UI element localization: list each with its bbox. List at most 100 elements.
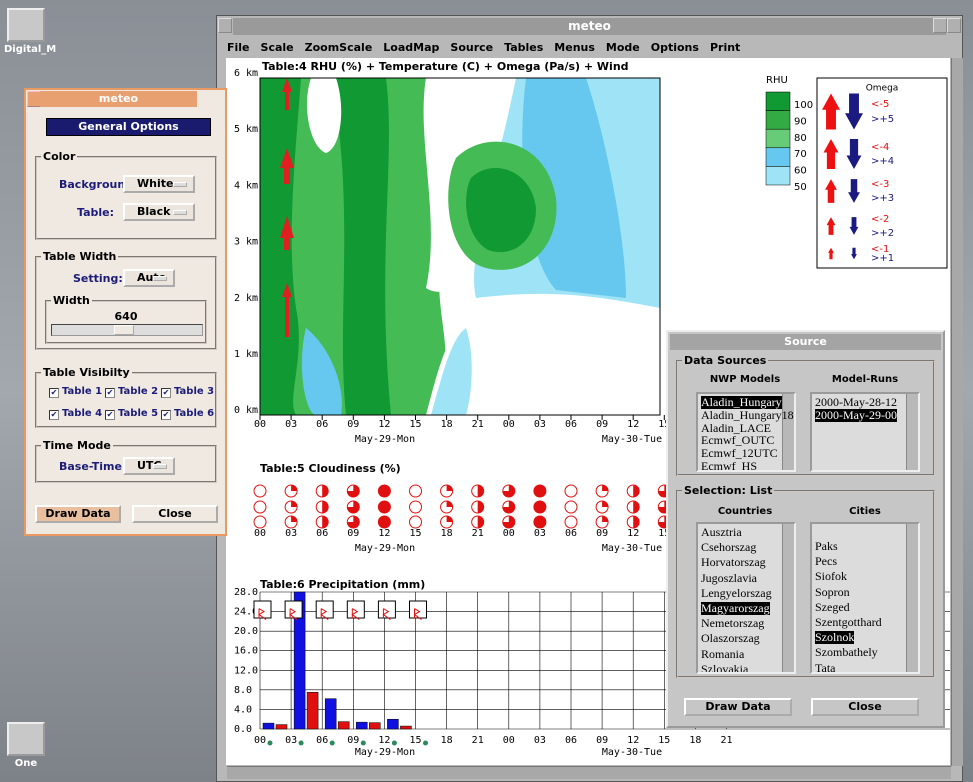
checkbox[interactable]: ✔ Table 4 <box>49 408 102 420</box>
countries-list[interactable]: Ausztria Csehorszag Horvatorszag Jugoszlavi… <box>696 522 796 674</box>
horizontal-scrollbar[interactable] <box>227 766 951 779</box>
omega-down-arrow <box>849 217 859 235</box>
menu-item[interactable]: Print <box>709 41 741 54</box>
table-title: Table:5 Cloudiness (%) <box>260 462 401 475</box>
checkbox[interactable]: ✔ Table 3 <box>161 386 214 398</box>
cities-list[interactable]: Paks Pecs Siofok Sopron Szeged Szentgotthard S… <box>810 522 920 674</box>
list-item[interactable]: Lengyelorszag <box>701 585 772 600</box>
checkbox[interactable]: ✔ Table 2 <box>105 386 158 398</box>
menu-item[interactable]: Source <box>450 41 494 54</box>
desktop-icon[interactable]: Digital_M <box>4 8 56 55</box>
general-options-dialog: meteo General Options Color Background: … <box>24 88 227 536</box>
group-title: Data Sources <box>682 354 769 367</box>
menu-item[interactable]: Tables <box>504 41 544 54</box>
list-item[interactable]: Szentgotthard <box>815 615 882 629</box>
list-item[interactable]: Ecmwf_OUTC <box>701 433 775 448</box>
draw-data-button[interactable]: Draw Data <box>35 505 121 523</box>
menu-item[interactable]: LoadMap <box>383 41 440 54</box>
cloud-fill <box>602 485 609 491</box>
list-item[interactable]: Magyarorszag <box>701 601 770 615</box>
width-slider[interactable] <box>51 324 203 336</box>
list-item[interactable]: Szombathely <box>815 645 878 660</box>
checkbox-label: Table 3 <box>174 386 215 397</box>
list-item[interactable]: Sopron <box>815 584 850 599</box>
x-axis-label: 00 <box>503 735 515 746</box>
list-item[interactable]: Olaszorszag <box>701 631 760 646</box>
list-item[interactable]: Ausztria <box>701 525 742 539</box>
menu-item[interactable]: ZoomScale <box>304 41 373 54</box>
x-axis-label: 12 <box>378 419 390 430</box>
menu-item[interactable]: Menus <box>554 41 595 54</box>
field-label: Table: <box>77 206 115 219</box>
slider-knob[interactable] <box>114 325 134 335</box>
cloud-fill <box>533 501 546 513</box>
option-menu[interactable]: Black <box>123 203 195 221</box>
list-scrollbar[interactable] <box>906 394 918 470</box>
list-item[interactable]: Siofok <box>815 569 848 584</box>
vertical-scrollbar[interactable] <box>951 58 963 766</box>
list-item[interactable]: Szeged <box>815 599 850 614</box>
cloud-fill <box>533 516 546 528</box>
list-item[interactable]: Szlovakia <box>701 661 749 674</box>
draw-data-button[interactable]: Draw Data <box>684 698 792 716</box>
list-item[interactable]: 2000-May-28-12 <box>815 395 897 409</box>
cloud-symbol <box>409 500 422 514</box>
list-title: Countries <box>717 506 773 517</box>
x-axis-label: 03 <box>285 735 297 746</box>
list-item[interactable]: Aladin_Hungary <box>701 395 782 409</box>
nwp-models-list[interactable]: Aladin_Hungary Aladin_Hungary18 Aladin_LAC… <box>696 392 796 472</box>
minimize-button[interactable] <box>933 18 947 33</box>
x-axis-label: 09 <box>347 528 359 539</box>
list-item[interactable]: Szolnok <box>815 630 855 645</box>
list-item[interactable]: 2000-May-29-00 <box>815 407 897 422</box>
list-item[interactable]: Paks <box>815 539 838 553</box>
omega-arrow <box>282 78 292 110</box>
list-item[interactable]: Horvatorszag <box>701 555 766 570</box>
close-button[interactable]: Close <box>132 505 218 523</box>
list-item[interactable]: Aladin_LACE <box>701 420 771 435</box>
x-axis-label: 03 <box>534 419 546 430</box>
cloud-symbol <box>564 484 578 498</box>
table-title: Table:4 RHU (%) + Temperature (C) + Omeg… <box>262 60 629 73</box>
list-item[interactable]: Pecs <box>815 554 837 569</box>
precip-bar <box>275 724 288 730</box>
list-item[interactable]: Ecmwf_12UTC <box>701 446 778 461</box>
desktop-icon[interactable]: One <box>4 722 48 769</box>
list-item[interactable]: Romania <box>701 646 745 661</box>
maximize-button[interactable] <box>947 18 961 33</box>
list-item[interactable]: Ecmwf_HS <box>701 459 757 472</box>
window-menu-button[interactable] <box>218 18 232 33</box>
x-axis-label: 06 <box>565 735 577 746</box>
menu-item[interactable]: File <box>227 41 250 54</box>
close-button[interactable]: Close <box>811 698 919 716</box>
menu-item[interactable]: Mode <box>605 41 640 54</box>
list-item[interactable]: Tata <box>815 660 836 674</box>
list-item[interactable]: Csehorszag <box>701 540 757 555</box>
menu-bar: File Scale ZoomScale LoadMap Source Tables Men… <box>227 39 740 57</box>
menu-item[interactable]: Scale <box>260 41 294 54</box>
option-menu[interactable]: UTC <box>123 457 175 475</box>
precip-bar <box>400 725 412 730</box>
list-scrollbar[interactable] <box>906 524 918 672</box>
list-scrollbar[interactable] <box>782 394 794 470</box>
x-axis-label: 21 <box>472 419 484 430</box>
legend-swatch <box>765 166 791 186</box>
checkbox[interactable]: ✔ Table 1 <box>49 386 102 398</box>
list-item[interactable]: Nemetorszag <box>701 616 765 631</box>
checkbox[interactable]: ✔ Table 6 <box>161 408 214 420</box>
contour <box>331 78 391 415</box>
option-menu[interactable]: White <box>123 175 195 193</box>
option-menu[interactable]: Auto <box>123 269 175 287</box>
date-label: May-30-Tue <box>602 543 662 554</box>
model-runs-list[interactable]: 2000-May-28-12 2000-May-29-00 <box>810 392 920 472</box>
legend-label: 100 <box>794 100 813 111</box>
cloud-fill <box>347 485 360 498</box>
list-item[interactable]: Jugoszlavia <box>701 570 757 585</box>
window-menu-button[interactable] <box>27 91 41 107</box>
menu-item[interactable]: Options <box>650 41 699 54</box>
list-scrollbar[interactable] <box>782 524 794 672</box>
checkbox[interactable]: ✔ Table 5 <box>105 408 158 420</box>
list-item[interactable]: Aladin_Hungary18 <box>701 407 794 422</box>
plot-frame <box>259 77 661 416</box>
y-axis-label: 4 km <box>234 180 258 191</box>
